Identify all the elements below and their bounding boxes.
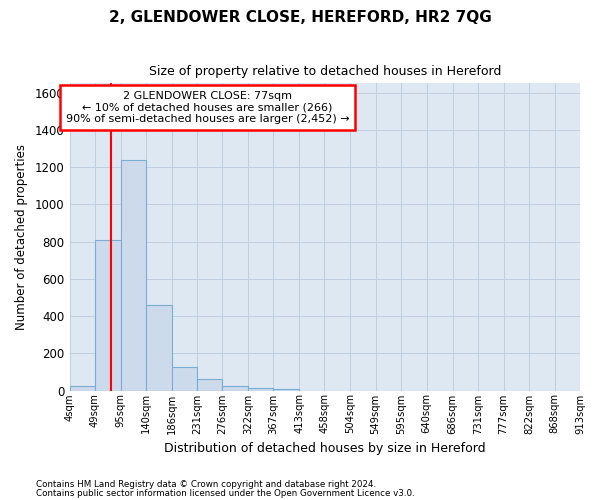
Y-axis label: Number of detached properties: Number of detached properties xyxy=(15,144,28,330)
Text: Contains HM Land Registry data © Crown copyright and database right 2024.: Contains HM Land Registry data © Crown c… xyxy=(36,480,376,489)
Title: Size of property relative to detached houses in Hereford: Size of property relative to detached ho… xyxy=(149,65,501,78)
Text: 2 GLENDOWER CLOSE: 77sqm
← 10% of detached houses are smaller (266)
90% of semi-: 2 GLENDOWER CLOSE: 77sqm ← 10% of detach… xyxy=(65,91,349,124)
Bar xyxy=(70,386,95,390)
Bar xyxy=(146,305,172,390)
Text: 2, GLENDOWER CLOSE, HEREFORD, HR2 7QG: 2, GLENDOWER CLOSE, HEREFORD, HR2 7QG xyxy=(109,10,491,25)
Bar xyxy=(248,388,274,390)
Bar xyxy=(197,380,222,390)
X-axis label: Distribution of detached houses by size in Hereford: Distribution of detached houses by size … xyxy=(164,442,485,455)
Bar xyxy=(274,389,299,390)
Bar xyxy=(121,160,146,390)
Bar xyxy=(95,240,121,390)
Bar xyxy=(172,367,197,390)
Bar xyxy=(222,386,248,390)
Text: Contains public sector information licensed under the Open Government Licence v3: Contains public sector information licen… xyxy=(36,488,415,498)
